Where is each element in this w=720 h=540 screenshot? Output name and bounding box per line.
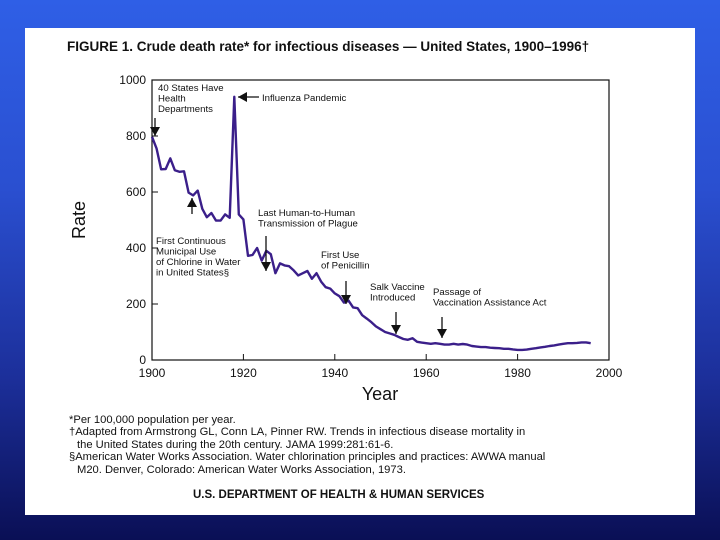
annotation-label: Salk Vaccine Introduced <box>370 282 425 304</box>
annotation: Last Human-to-Human Transmission of Plagu… <box>258 208 358 271</box>
annotation-arrowhead <box>437 329 447 338</box>
annotation-arrowhead <box>341 295 351 304</box>
annotation: Influenza Pandemic <box>238 92 346 104</box>
plot-area-border <box>151 79 610 361</box>
annotation: 40 States Have Health Departments <box>150 83 224 136</box>
hhs-credit: U.S. DEPARTMENT OF HEALTH & HUMAN SERVIC… <box>193 489 485 501</box>
x-tick-label: 1960 <box>413 366 440 380</box>
annotation-arrowhead <box>261 262 271 271</box>
death-rate-line <box>150 95 591 352</box>
annotation-arrowhead <box>150 127 160 136</box>
footnote-adapted-from-cont: the United States during the 20th centur… <box>77 438 394 451</box>
annotation-label: Influenza Pandemic <box>262 93 346 104</box>
figure-title: FIGURE 1. Crude death rate* for infectio… <box>67 39 590 54</box>
annotation: Salk Vaccine Introduced <box>370 282 425 334</box>
annotations: 40 States Have Health Departments Influenza… <box>150 83 547 338</box>
annotation: Passage of Vaccination Assistance Act <box>433 287 547 338</box>
annotation-label: 40 States Have Health Departments <box>158 83 224 115</box>
figure-panel: FIGURE 1. Crude death rate* for infectio… <box>25 28 695 515</box>
y-tick-label: 200 <box>126 297 146 311</box>
annotation-arrowhead <box>187 198 197 207</box>
y-axis-label: Rate <box>69 201 89 239</box>
y-tick-label: 600 <box>126 185 146 199</box>
annotation-label: First Use of Penicillin <box>321 250 370 272</box>
y-tick-label: 1000 <box>119 73 146 87</box>
annotation-label: Last Human-to-Human Transmission of Plagu… <box>258 208 358 230</box>
x-tick-label: 1980 <box>504 366 531 380</box>
axis-ticks: 1900 1920 1940 1960 1980 2000 0 200 400 600 800 100… <box>119 73 622 380</box>
x-axis-label: Year <box>362 384 398 404</box>
annotation: First Continuous Municipal Use of Chlorine… <box>156 198 241 279</box>
footnote-adapted-from: †Adapted from Armstrong GL, Conn LA, Pin… <box>69 426 526 439</box>
x-tick-label: 1900 <box>139 366 166 380</box>
y-tick-label: 800 <box>126 129 146 143</box>
annotation-label: First Continuous Municipal Use of Chlorine… <box>156 236 241 279</box>
y-tick-label: 0 <box>139 353 146 367</box>
line-chart: 1900 1920 1940 1960 1980 2000 0 200 400 600 800 100… <box>69 73 623 404</box>
x-tick-label: 1940 <box>321 366 348 380</box>
footnote-per-100000: *Per 100,000 population per year. <box>69 414 236 426</box>
footnote-awwa: §American Water Works Association. Water… <box>69 451 546 464</box>
annotation-label: Passage of Vaccination Assistance Act <box>433 287 547 309</box>
x-tick-label: 2000 <box>596 366 623 380</box>
y-tick-label: 400 <box>126 241 146 255</box>
footnote-awwa-cont: M20. Denver, Colorado: American Water Wo… <box>77 463 406 476</box>
footnotes: *Per 100,000 population per year. †Adapt… <box>69 414 679 476</box>
annotation-arrowhead <box>238 92 247 102</box>
x-tick-label: 1920 <box>230 366 257 380</box>
annotation: First Use of Penicillin <box>321 250 370 304</box>
annotation-arrowhead <box>391 325 401 334</box>
